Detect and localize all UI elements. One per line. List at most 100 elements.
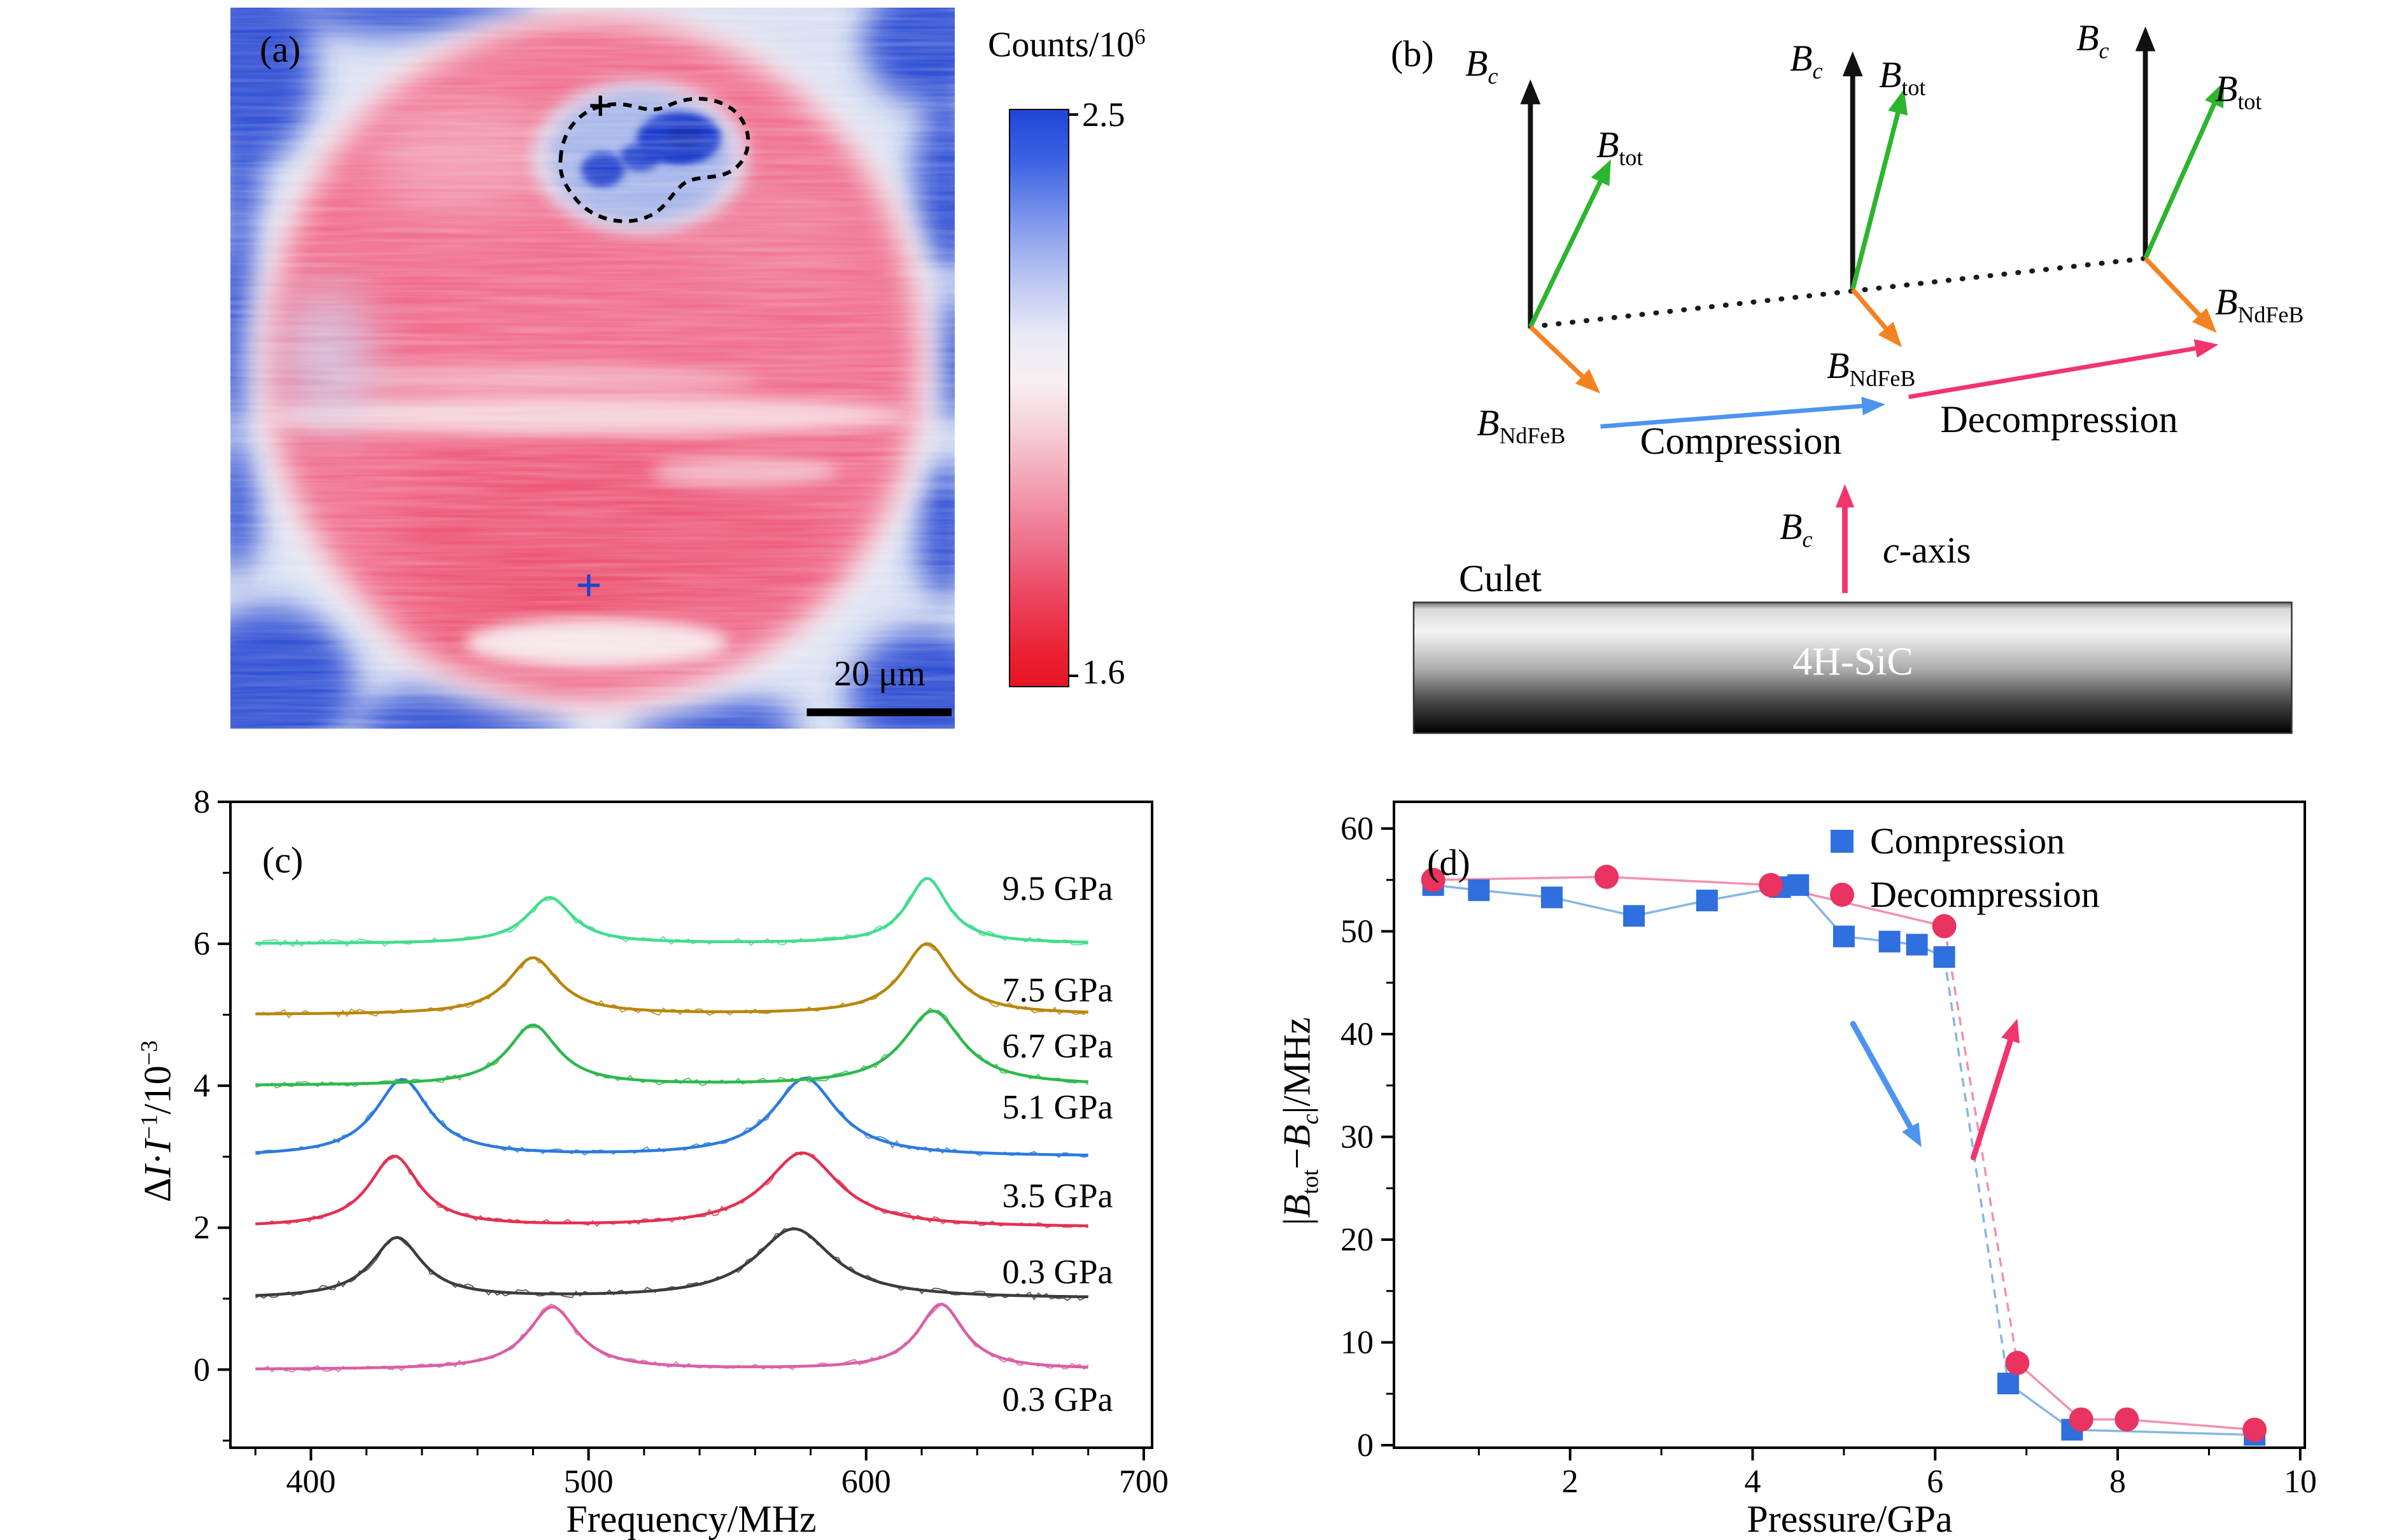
x-tick-label: 500 (564, 1464, 614, 1500)
compression-point (1906, 934, 1928, 956)
pressure-label-6: 9.5 GPa (1002, 869, 1113, 907)
x-tick-label: 600 (841, 1464, 891, 1500)
annotation-arrow-head (2001, 1018, 2020, 1044)
vector-label-bc-1: Bc (1465, 43, 1498, 89)
plot-frame (229, 801, 1153, 1449)
odmr-fit-curve-2 (255, 1151, 1088, 1228)
plot-frame (1393, 801, 2306, 1449)
btot-vector-3 (2143, 81, 2225, 260)
y-tick-label: 10 (1340, 1324, 1374, 1361)
pressure-splitting-chart: 2 4 6 8 10 0 10 20 30 40 50 60 Compression Decompress… (1340, 801, 2317, 1500)
decompression-point (2114, 1407, 2139, 1432)
vector-label-bndfeb-2: BNdFeB (1827, 345, 1916, 391)
odmr-data-trace-4 (255, 1007, 1089, 1089)
y-tick-label: 30 (1340, 1119, 1374, 1155)
bndfeb-vector-1 (1528, 325, 1601, 394)
colorbar (1009, 109, 1069, 687)
vector-group-compressed (1842, 51, 1908, 347)
d-x-axis-label: Pressure/GPa (1747, 1498, 1953, 1540)
pressure-label-4: 6.7 GPa (1002, 1027, 1113, 1065)
compression-point (1696, 890, 1718, 912)
btot-vector-2 (1850, 88, 1908, 290)
x-tick-label: 8 (2109, 1464, 2126, 1500)
compression-point (1833, 925, 1855, 948)
panel-d-letter: (d) (1427, 842, 1470, 883)
odmr-fit-curve-5 (255, 942, 1088, 1016)
odmr-data-trace-0 (255, 1303, 1089, 1373)
y-tick-label: 2 (193, 1210, 210, 1246)
c-x-axis-label: Frequency/MHz (566, 1498, 817, 1540)
colorbar-tick-min (1068, 675, 1078, 677)
odmr-fit-curve-6 (255, 877, 1088, 945)
panel-c-letter: (c) (262, 839, 304, 881)
sic-substrate (1412, 601, 2293, 734)
decompression-point (1759, 872, 1783, 897)
odmr-data-trace-3 (255, 1075, 1088, 1158)
scalebar-label: 20 μm (834, 654, 925, 694)
substrate-label: 4H-SiC (1792, 640, 1913, 683)
compression-point (1787, 874, 1810, 896)
decompression-label: Decompression (1940, 398, 2178, 440)
colorbar-title-base: Counts/10 (988, 25, 1135, 65)
x-tick-label: 2 (1562, 1464, 1579, 1500)
odmr-fit-curve-3 (255, 1076, 1088, 1157)
y-tick-label: 8 (193, 784, 210, 820)
y-tick-label: 60 (1340, 811, 1374, 847)
vector-label-btot-2: Btot (1879, 54, 1926, 101)
vector-label-bndfeb-1: BNdFeB (1477, 402, 1566, 449)
vector-diagram (1412, 26, 2293, 734)
c-axis-label: c-axis (1883, 529, 1971, 571)
y-tick-label: 20 (1340, 1222, 1374, 1258)
pressure-label-0: 0.3 GPa (1002, 1380, 1113, 1418)
dotted-baseline (1528, 256, 2148, 330)
odmr-data-trace-2 (255, 1151, 1088, 1229)
y-tick-label: 50 (1340, 913, 1374, 949)
colorbar-title-exponent: 6 (1134, 24, 1146, 49)
vector-label-bndfeb-3: BNdFeB (2215, 281, 2304, 328)
vector-label-bc-3: Bc (2076, 17, 2109, 64)
odmr-fit-curve-1 (255, 1227, 1088, 1299)
compression-point (1541, 886, 1563, 909)
vector-group-decompressed (2135, 26, 2225, 333)
pressure-label-1: 0.3 GPa (1002, 1252, 1113, 1291)
colorbar-max-label: 2.5 (1082, 95, 1125, 134)
pressure-label-5: 7.5 GPa (1002, 971, 1113, 1009)
panel-b-letter: (b) (1391, 33, 1434, 74)
compression-point (1997, 1373, 2019, 1395)
vector-label-btot-1: Btot (1596, 124, 1643, 171)
culet-label: Culet (1459, 557, 1542, 599)
decompression-arrow (1908, 339, 2219, 400)
y-tick-label: 40 (1340, 1016, 1374, 1053)
vector-label-btot-3: Btot (2215, 68, 2262, 115)
compression-point (1468, 879, 1490, 901)
x-tick-label: 400 (286, 1464, 335, 1500)
decompression-point (2005, 1350, 2030, 1375)
odmr-spectra-chart: 400 500 600 700 0 2 4 6 8 0.3 GPa 0.3 GPa 3.5 GPa 5.… (193, 784, 1169, 1500)
scale-bar (806, 708, 952, 717)
x-tick-label: 6 (1927, 1464, 1943, 1500)
odmr-data-trace-5 (255, 944, 1089, 1019)
legend-label-decompression: Decompression (1870, 874, 2100, 915)
odmr-data-trace-6 (255, 878, 1088, 948)
decompression-point (1594, 864, 1619, 889)
legend-marker-square (1831, 830, 1854, 853)
odmr-fit-curve-4 (255, 1009, 1088, 1086)
domain-dashed-outline (558, 97, 750, 223)
confocal-map (230, 8, 955, 729)
bndfeb-vector-2 (1850, 288, 1902, 347)
decompression-point (1421, 867, 1446, 892)
colorbar-tick-max (1068, 113, 1078, 116)
vector-label-bc-2: Bc (1790, 38, 1823, 84)
legend-label-compression: Compression (1870, 820, 2065, 862)
colorbar-title: Counts/106 (988, 25, 1146, 64)
decompression-point (2242, 1417, 2267, 1442)
x-tick-label: 10 (2284, 1464, 2317, 1500)
y-tick-label: 6 (193, 926, 210, 962)
y-tick-label: 0 (1357, 1427, 1374, 1464)
y-tick-label: 0 (193, 1352, 210, 1388)
compression-point (1933, 946, 1955, 968)
bndfeb-vector-3 (2143, 256, 2217, 333)
annotation-arrow-shaft (1850, 1021, 1913, 1130)
y-tick-label: 4 (193, 1068, 210, 1104)
pressure-label-2: 3.5 GPa (1002, 1177, 1113, 1215)
